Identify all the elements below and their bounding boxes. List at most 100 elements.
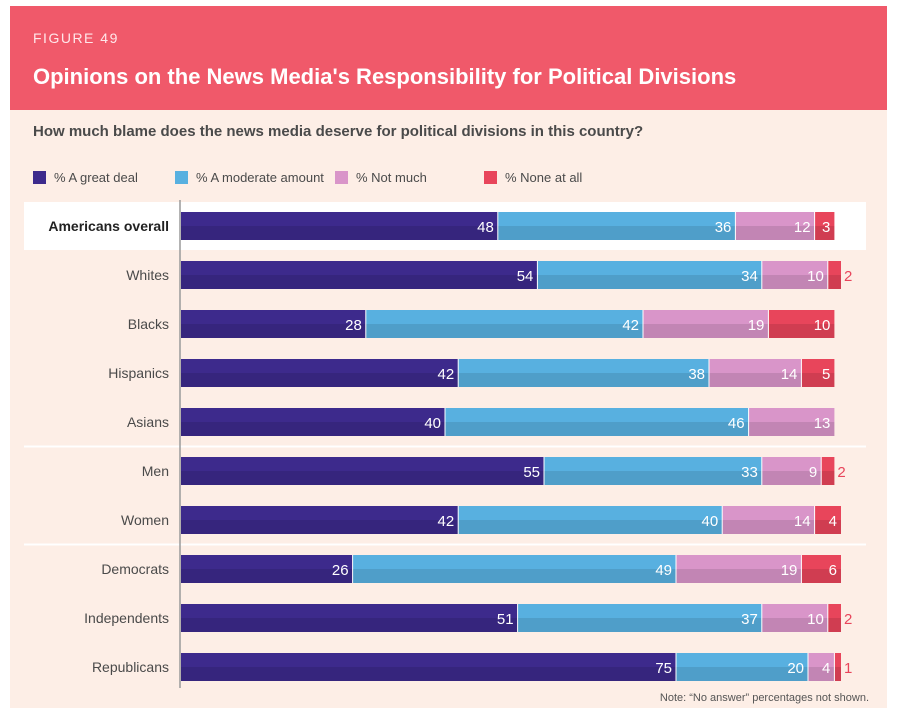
data-label-a-moderate-amount-men: 33 xyxy=(741,464,758,481)
data-label-not-much-republicans: 4 xyxy=(822,660,830,677)
category-label-asians: Asians xyxy=(127,414,169,430)
data-label-a-moderate-amount-asians: 46 xyxy=(728,415,745,432)
bar-not-much-men xyxy=(761,457,822,485)
legend-label: % A moderate amount xyxy=(196,170,324,185)
category-label-whites: Whites xyxy=(126,267,169,283)
bar-a-moderate-amount-democrats xyxy=(352,555,676,583)
data-label-none-at-all-independents: 2 xyxy=(844,611,852,628)
data-label-none-at-all-whites: 2 xyxy=(844,268,852,285)
bar-not-much-democrats xyxy=(676,555,802,583)
bar-not-much-asians xyxy=(748,408,835,436)
legend-label: % None at all xyxy=(505,170,583,185)
bar-a-moderate-amount-blacks xyxy=(365,310,643,338)
legend-label: % Not much xyxy=(356,170,427,185)
bar-shade xyxy=(181,569,353,583)
data-label-not-much-men: 9 xyxy=(809,464,817,481)
data-label-a-moderate-amount-hispanics: 38 xyxy=(688,366,705,383)
bar-shade xyxy=(517,618,762,632)
bar-not-much-republicans xyxy=(808,653,835,681)
bar-shade xyxy=(761,275,828,289)
legend-swatch xyxy=(335,171,348,184)
category-label-independents: Independents xyxy=(84,610,169,626)
bar-a-great-deal-blacks xyxy=(181,310,366,338)
bar-a-great-deal-hispanics xyxy=(181,359,459,387)
bar-a-great-deal-republicans xyxy=(181,653,676,681)
category-label-blacks: Blacks xyxy=(128,316,169,332)
data-label-a-moderate-amount-republicans: 20 xyxy=(787,660,804,677)
bar-not-much-americans-overall xyxy=(735,212,815,240)
category-label-men: Men xyxy=(142,463,169,479)
bar-shade xyxy=(834,667,841,681)
bar-shade xyxy=(761,618,828,632)
bar-not-much-independents xyxy=(761,604,828,632)
bar-none-at-all-blacks xyxy=(768,310,835,338)
bar-shade xyxy=(827,618,841,632)
bar-shade xyxy=(181,471,544,485)
bar-shade xyxy=(801,569,841,583)
bar-none-at-all-independents xyxy=(827,604,841,632)
data-label-not-much-women: 14 xyxy=(794,513,811,530)
data-label-a-great-deal-hispanics: 42 xyxy=(438,366,455,383)
data-label-none-at-all-men: 2 xyxy=(837,464,845,481)
legend-label: % A great deal xyxy=(54,170,138,185)
bar-shade xyxy=(814,520,841,534)
data-label-none-at-all-blacks: 10 xyxy=(814,317,831,334)
figure-title: Opinions on the News Media's Responsibil… xyxy=(33,64,737,89)
figure-number: FIGURE 49 xyxy=(33,30,119,46)
data-label-a-great-deal-asians: 40 xyxy=(424,415,441,432)
bar-none-at-all-republicans xyxy=(834,653,841,681)
data-label-not-much-blacks: 19 xyxy=(748,317,765,334)
bar-shade xyxy=(748,422,835,436)
bar-shade xyxy=(181,667,676,681)
data-label-none-at-all-americans-overall: 3 xyxy=(822,219,830,236)
bar-not-much-women xyxy=(722,506,815,534)
data-label-not-much-democrats: 19 xyxy=(781,562,798,579)
data-label-a-great-deal-republicans: 75 xyxy=(655,660,672,677)
data-label-a-great-deal-democrats: 26 xyxy=(332,562,349,579)
chart-note: Note: “No answer” percentages not shown. xyxy=(659,692,869,704)
bar-a-moderate-amount-americans-overall xyxy=(497,212,736,240)
bar-shade xyxy=(537,275,762,289)
bar-none-at-all-women xyxy=(814,506,841,534)
data-label-a-great-deal-americans-overall: 48 xyxy=(477,219,494,236)
data-label-a-great-deal-independents: 51 xyxy=(497,611,514,628)
bar-a-great-deal-americans-overall xyxy=(181,212,498,240)
figure-header: FIGURE 49 Opinions on the News Media's R… xyxy=(10,6,887,110)
bar-shade xyxy=(801,373,835,387)
bar-a-moderate-amount-men xyxy=(544,457,762,485)
data-label-none-at-all-democrats: 6 xyxy=(829,562,837,579)
data-label-not-much-hispanics: 14 xyxy=(781,366,798,383)
data-label-a-great-deal-blacks: 28 xyxy=(345,317,362,334)
bar-shade xyxy=(445,422,749,436)
data-label-a-great-deal-men: 55 xyxy=(523,464,540,481)
data-label-not-much-whites: 10 xyxy=(807,268,824,285)
bar-none-at-all-whites xyxy=(827,261,841,289)
bar-a-moderate-amount-republicans xyxy=(676,653,808,681)
bar-a-great-deal-men xyxy=(181,457,544,485)
data-label-not-much-independents: 10 xyxy=(807,611,824,628)
bar-shade xyxy=(814,226,835,240)
data-label-none-at-all-republicans: 1 xyxy=(844,660,852,677)
bar-a-great-deal-independents xyxy=(181,604,518,632)
bar-shade xyxy=(735,226,815,240)
bar-shade xyxy=(643,324,769,338)
bar-a-great-deal-women xyxy=(181,506,459,534)
data-label-a-moderate-amount-americans-overall: 36 xyxy=(715,219,732,236)
bar-shade xyxy=(458,520,723,534)
data-label-not-much-americans-overall: 12 xyxy=(794,219,811,236)
bar-shade xyxy=(497,226,736,240)
category-label-democrats: Democrats xyxy=(101,561,169,577)
data-label-a-moderate-amount-democrats: 49 xyxy=(655,562,672,579)
chart-question: How much blame does the news media deser… xyxy=(33,123,644,140)
bar-none-at-all-americans-overall xyxy=(814,212,835,240)
bar-shade xyxy=(181,275,538,289)
bar-shade xyxy=(821,471,835,485)
bar-shade xyxy=(827,275,841,289)
bar-a-moderate-amount-women xyxy=(458,506,723,534)
bar-a-great-deal-democrats xyxy=(181,555,353,583)
bar-shade xyxy=(768,324,835,338)
bar-a-moderate-amount-whites xyxy=(537,261,762,289)
bar-none-at-all-democrats xyxy=(801,555,841,583)
data-label-a-great-deal-women: 42 xyxy=(438,513,455,530)
